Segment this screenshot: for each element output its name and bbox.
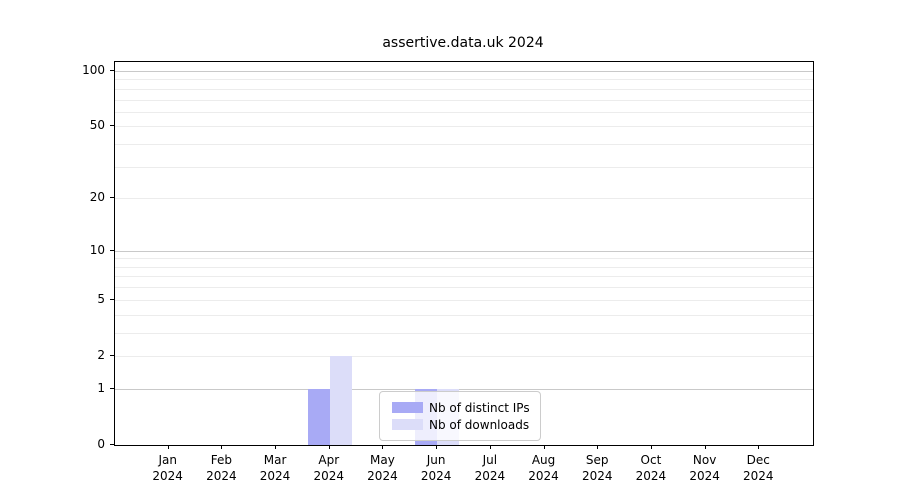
y-gridline-minor: [115, 111, 813, 113]
x-tick-mark: [436, 445, 438, 449]
y-gridline-minor: [115, 88, 813, 90]
x-tick-label: Oct 2024: [635, 453, 667, 483]
chart-legend: Nb of distinct IPs Nb of downloads: [379, 391, 541, 441]
x-tick-mark: [221, 445, 223, 449]
y-gridline-minor: [115, 332, 813, 334]
y-gridline-minor: [115, 166, 813, 168]
y-gridline-minor: [115, 144, 813, 146]
y-tick-label: 20: [89, 190, 105, 205]
y-gridline-minor: [115, 258, 813, 260]
y-gridline-minor: [115, 99, 813, 101]
x-tick-label: Dec 2024: [743, 453, 774, 483]
y-gridline-minor: [115, 266, 813, 268]
y-tick-label: 10: [89, 242, 105, 257]
plot-canvas: [115, 62, 813, 445]
y-gridline-minor: [115, 287, 813, 289]
y-tick-mark: [110, 354, 114, 356]
chart-title: assertive.data.uk 2024: [382, 35, 544, 51]
x-tick-mark: [382, 445, 384, 449]
y-gridline-major: [115, 388, 813, 390]
x-tick-label: Mar 2024: [259, 453, 291, 483]
x-tick-mark: [650, 445, 652, 449]
legend-label-downloads: Nb of downloads: [429, 417, 530, 432]
x-tick-label: Sep 2024: [581, 453, 613, 483]
x-tick-mark: [275, 445, 277, 449]
x-tick-mark: [758, 445, 760, 449]
y-tick-label: 0: [97, 437, 105, 451]
x-tick-mark: [704, 445, 706, 449]
y-gridline-major: [115, 70, 813, 72]
y-gridline-minor: [115, 276, 813, 278]
y-tick-label: 50: [89, 118, 105, 133]
x-tick-label: Nov 2024: [689, 453, 720, 483]
bar-apr-downloads: [329, 355, 352, 445]
y-tick-mark: [110, 387, 114, 389]
y-gridline-minor: [115, 79, 813, 81]
y-tick-mark: [110, 69, 114, 71]
y-tick-label: 100: [82, 62, 105, 77]
x-tick-mark: [328, 445, 330, 449]
y-tick-mark: [110, 125, 114, 127]
y-tick-label: 2: [97, 347, 105, 362]
y-tick-mark: [110, 444, 114, 445]
y-tick-mark: [110, 298, 114, 300]
legend-row-distinct-ips: Nb of distinct IPs: [392, 399, 530, 416]
x-tick-label: May 2024: [367, 453, 398, 483]
y-tick-label: 5: [97, 291, 105, 306]
y-tick-mark: [110, 197, 114, 199]
legend-swatch-distinct-ips: [392, 402, 423, 413]
legend-swatch-downloads: [392, 419, 423, 430]
x-tick-mark: [543, 445, 545, 449]
bar-apr-distinct-ips: [307, 388, 330, 445]
y-gridline-minor: [115, 355, 813, 357]
plot-area: Nb of distinct IPs Nb of downloads: [114, 61, 814, 446]
x-tick-label: Jan 2024: [152, 453, 183, 483]
x-tick-label: Jun 2024: [420, 453, 452, 483]
y-tick-label: 1: [97, 380, 105, 395]
x-tick-mark: [489, 445, 491, 449]
y-gridline-minor: [115, 126, 813, 128]
y-gridline-minor: [115, 198, 813, 200]
x-tick-mark: [597, 445, 599, 449]
x-tick-label: Apr 2024: [313, 453, 345, 483]
x-tick-label: Feb 2024: [206, 453, 237, 483]
x-tick-label: Aug 2024: [528, 453, 559, 483]
legend-label-distinct-ips: Nb of distinct IPs: [429, 400, 530, 415]
y-gridline-minor: [115, 314, 813, 316]
legend-row-downloads: Nb of downloads: [392, 416, 530, 433]
y-gridline-major: [115, 250, 813, 252]
y-tick-mark: [110, 249, 114, 251]
x-tick-label: Jul 2024: [474, 453, 506, 483]
y-gridline-minor: [115, 299, 813, 301]
x-tick-mark: [167, 445, 169, 449]
